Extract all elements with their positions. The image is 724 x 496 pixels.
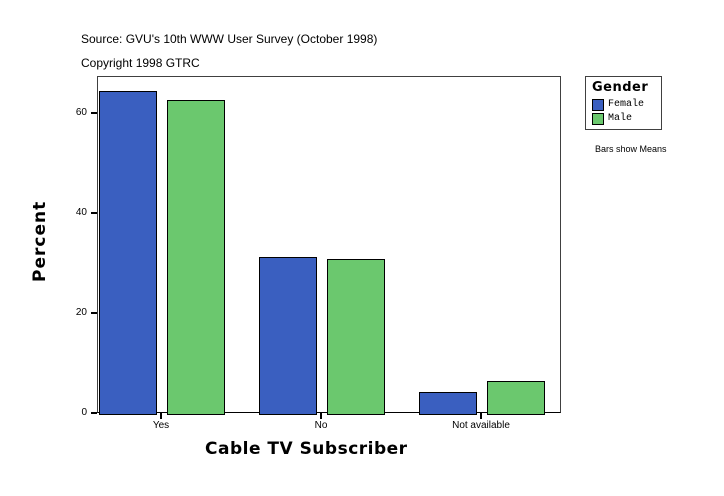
y-tick-label: 60 bbox=[75, 107, 87, 118]
y-tick-label: 0 bbox=[81, 407, 87, 418]
bars-show-means-note: Bars show Means bbox=[595, 144, 667, 154]
bar-male-yes bbox=[167, 100, 225, 415]
y-tick-label: 40 bbox=[75, 207, 87, 218]
x-tick-label: No bbox=[314, 420, 328, 431]
x-axis-title: Cable TV Subscriber bbox=[205, 439, 408, 459]
legend-label: Female bbox=[608, 99, 645, 110]
bar-female-no bbox=[259, 257, 317, 415]
legend-item-female: Female bbox=[592, 98, 644, 111]
legend-title: Gender bbox=[592, 80, 649, 95]
x-tick-label: Yes bbox=[152, 420, 170, 431]
legend: Gender Female Male bbox=[585, 76, 662, 130]
male-swatch bbox=[592, 112, 604, 125]
y-tick bbox=[91, 412, 97, 414]
legend-item-male: Male bbox=[592, 112, 632, 125]
y-tick bbox=[91, 212, 97, 214]
bar-female-not-available bbox=[419, 392, 477, 415]
x-tick-label: Not available bbox=[452, 420, 510, 431]
y-tick-label: 20 bbox=[75, 307, 87, 318]
x-tick bbox=[160, 413, 162, 419]
x-tick bbox=[320, 413, 322, 419]
female-swatch bbox=[592, 98, 604, 111]
plot-area bbox=[97, 76, 561, 415]
bar-male-not-available bbox=[487, 381, 545, 415]
bar-female-yes bbox=[99, 91, 157, 415]
bar-male-no bbox=[327, 259, 385, 415]
y-tick bbox=[91, 112, 97, 114]
copyright-text: Copyright 1998 GTRC bbox=[81, 56, 200, 70]
x-tick bbox=[480, 413, 482, 419]
y-tick bbox=[91, 312, 97, 314]
legend-label: Male bbox=[608, 113, 633, 124]
source-text: Source: GVU's 10th WWW User Survey (Octo… bbox=[81, 32, 378, 46]
y-axis-title: Percent bbox=[30, 200, 50, 282]
